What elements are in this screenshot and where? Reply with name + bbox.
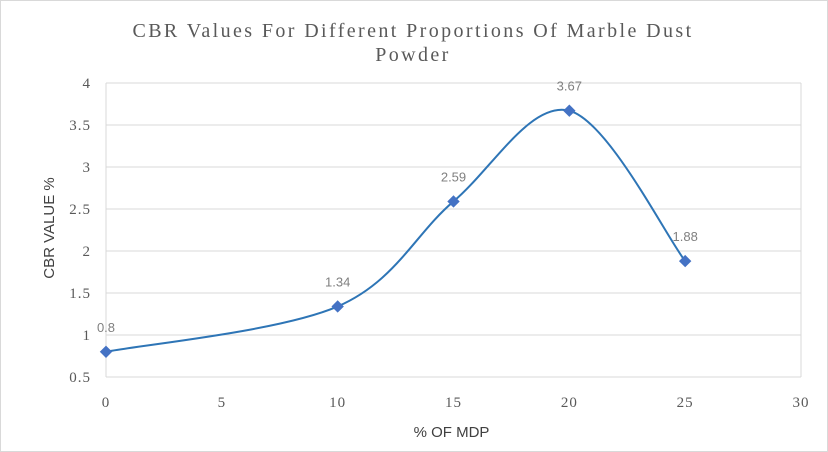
y-tick-label: 4	[83, 76, 92, 92]
data-label: 1.34	[325, 274, 350, 289]
series-line	[105, 108, 686, 353]
chart-title: CBR Values For Different Proportions Of …	[132, 20, 693, 66]
series-cbr	[99, 104, 692, 359]
data-point-marker	[99, 345, 113, 359]
y-tick-label: 3.5	[69, 118, 91, 134]
data-label: 0.8	[97, 320, 115, 335]
data-label: 1.88	[673, 229, 698, 244]
data-label: 3.67	[557, 79, 582, 94]
x-tick-label: 20	[561, 395, 578, 411]
x-tick-label: 30	[793, 395, 810, 411]
x-tick-label: 10	[329, 395, 346, 411]
data-label: 2.59	[441, 169, 466, 184]
y-axis-label: CBR VALUE %	[41, 177, 58, 278]
x-tick-labels: 0 5 10 15 20 25 30	[102, 395, 810, 411]
x-tick-label: 0	[102, 395, 111, 411]
data-point-marker	[678, 254, 692, 268]
chart-title-line-1: CBR Values For Different Proportions Of …	[132, 20, 693, 42]
chart-title-line-2: Powder	[375, 44, 451, 66]
y-tick-label: 1.5	[69, 286, 91, 302]
data-labels: 0.8 1.34 2.59 3.67 1.88	[97, 79, 698, 335]
y-tick-label: 2	[83, 244, 92, 260]
x-tick-label: 25	[677, 395, 694, 411]
y-tick-label: 0.5	[69, 370, 91, 386]
data-point-marker	[331, 300, 344, 313]
y-tick-labels: 0.5 1 1.5 2 2.5 3 3.5 4	[69, 76, 92, 386]
y-tick-label: 1	[83, 328, 92, 344]
y-tick-label: 2.5	[69, 202, 91, 218]
data-point-marker	[563, 104, 576, 117]
x-axis-label: % OF MDP	[414, 424, 490, 441]
y-tick-label: 3	[83, 160, 92, 176]
data-point-marker	[447, 195, 460, 208]
x-tick-label: 15	[445, 395, 462, 411]
x-tick-label: 5	[218, 395, 227, 411]
